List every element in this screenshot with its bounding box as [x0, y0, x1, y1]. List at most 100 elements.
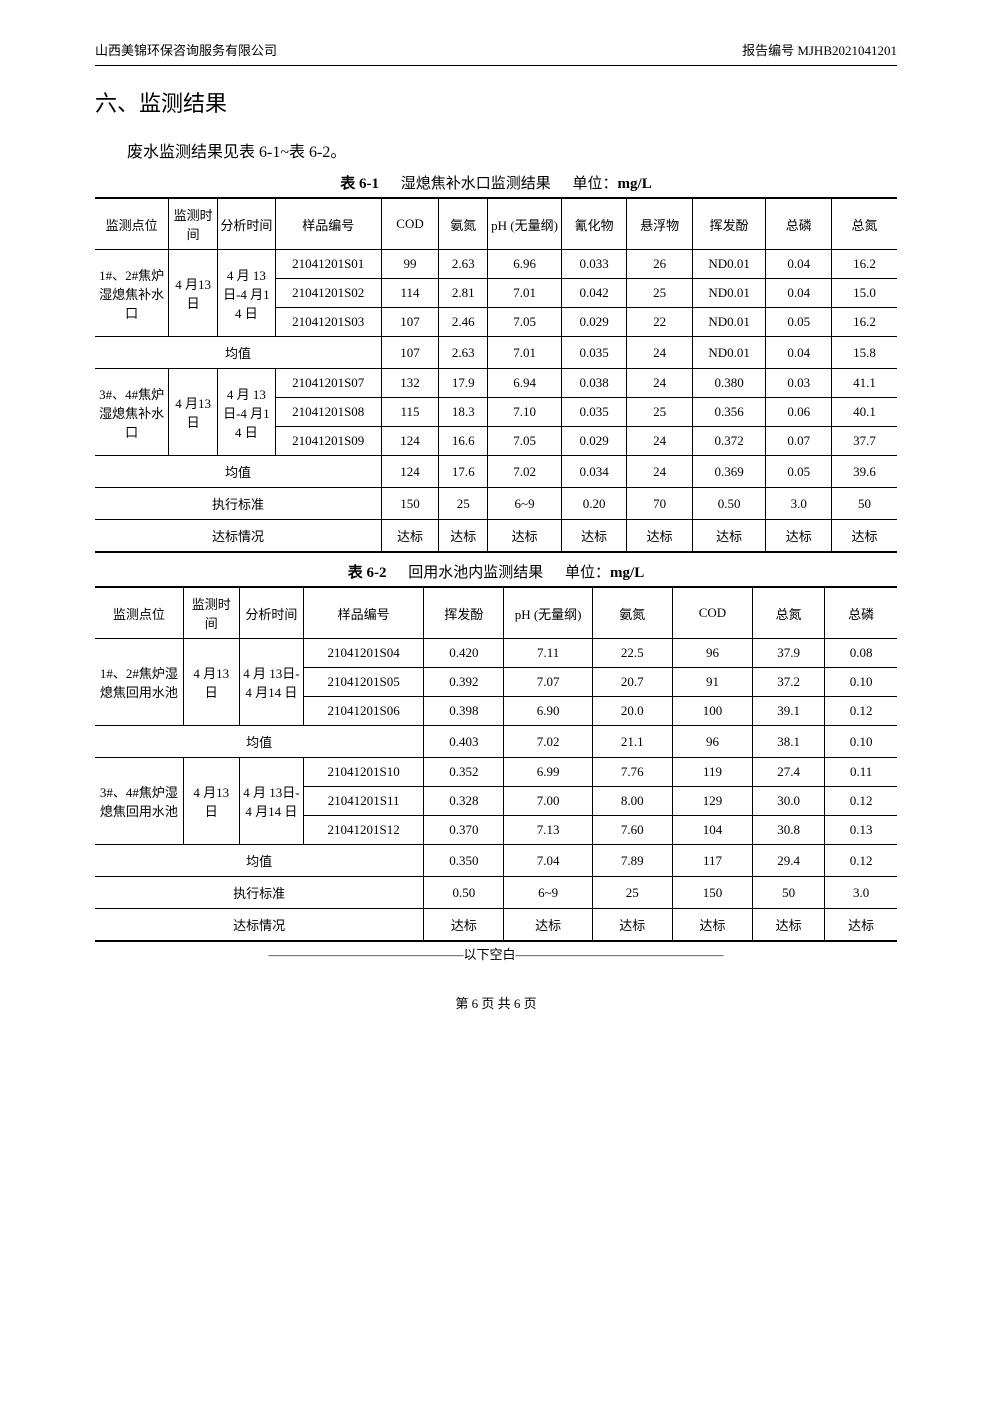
cell-tn: 39.1: [753, 697, 825, 726]
cell-avg-label: 均值: [95, 337, 381, 369]
cell-cn: 0.033: [561, 250, 626, 279]
table2-unit: 单位：mg/L: [565, 565, 644, 581]
cell-phenol: 0.380: [692, 369, 766, 398]
cell-ss: 70: [627, 488, 692, 520]
table2-label: 表 6-2: [348, 565, 387, 581]
cell-tp: 0.04: [766, 337, 831, 369]
cell-tn: 39.6: [831, 456, 897, 488]
cell-ph: 7.11: [504, 639, 592, 668]
th-point: 监测点位: [95, 198, 169, 250]
cell-sample: 21041201S09: [275, 427, 381, 456]
cell-ph: 达标: [504, 909, 592, 942]
cell-tp: 0.03: [766, 369, 831, 398]
cell-tn: 37.9: [753, 639, 825, 668]
report-number: 报告编号 MJHB2021041201: [742, 40, 897, 59]
cell-cod: 124: [381, 456, 438, 488]
th-cod: COD: [672, 587, 752, 639]
cell-phenol: 0.398: [424, 697, 504, 726]
cell-phenol: 0.392: [424, 668, 504, 697]
cell-point: 1#、2#焦炉湿熄焦回用水池: [95, 639, 183, 726]
cell-phenol: 0.50: [692, 488, 766, 520]
cell-phenol: ND0.01: [692, 279, 766, 308]
cell-avg-label: 均值: [95, 726, 424, 758]
cell-tn: 16.2: [831, 308, 897, 337]
th-ana-time: 分析时间: [239, 587, 303, 639]
page-footer: 第 6 页 共 6 页: [95, 993, 897, 1012]
cell-tn: 16.2: [831, 250, 897, 279]
th-tp: 总磷: [825, 587, 897, 639]
cell-tn: 50: [831, 488, 897, 520]
th-tn: 总氮: [753, 587, 825, 639]
th-cod: COD: [381, 198, 438, 250]
cell-compliance-label: 达标情况: [95, 520, 381, 553]
cell-tn: 达标: [753, 909, 825, 942]
cell-cod: 107: [381, 308, 438, 337]
cell-ss: 24: [627, 456, 692, 488]
cell-avg-label: 均值: [95, 845, 424, 877]
cell-ph: 6~9: [504, 877, 592, 909]
cell-nh: 18.3: [439, 398, 488, 427]
cell-phenol: 0.372: [692, 427, 766, 456]
cell-avg-label: 均值: [95, 456, 381, 488]
cell-sample: 21041201S07: [275, 369, 381, 398]
cell-phenol: 0.50: [424, 877, 504, 909]
cell-ph: 6.99: [504, 758, 592, 787]
cell-tp: 3.0: [766, 488, 831, 520]
cell-sample: 21041201S01: [275, 250, 381, 279]
cell-sample: 21041201S12: [304, 816, 424, 845]
th-ph: pH (无量纲): [488, 198, 562, 250]
cell-tn: 15.8: [831, 337, 897, 369]
cell-cod: 107: [381, 337, 438, 369]
th-phenol: 挥发酚: [424, 587, 504, 639]
cell-standard-label: 执行标准: [95, 488, 381, 520]
th-tn: 总氮: [831, 198, 897, 250]
table-row: 1#、2#焦炉湿熄焦回用水池 4 月13 日 4 月 13日-4 月14 日 2…: [95, 639, 897, 668]
cell-cod: 96: [672, 639, 752, 668]
cell-mon-time: 4 月13 日: [183, 758, 239, 845]
cell-cn: 达标: [561, 520, 626, 553]
cell-ana-time: 4 月 13日-4 月14 日: [218, 369, 275, 456]
cell-cn: 0.029: [561, 427, 626, 456]
cell-mon-time: 4 月13 日: [169, 369, 218, 456]
company-name: 山西美锦环保咨询服务有限公司: [95, 40, 277, 59]
page-container: 山西美锦环保咨询服务有限公司 报告编号 MJHB2021041201 六、监测结…: [0, 0, 992, 1042]
cell-tn: 15.0: [831, 279, 897, 308]
cell-nh: 17.6: [439, 456, 488, 488]
table-row: 3#、4#焦炉湿熄焦补水口 4 月13 日 4 月 13日-4 月14 日 21…: [95, 369, 897, 398]
cell-phenol: 0.369: [692, 456, 766, 488]
cell-ph: 6.96: [488, 250, 562, 279]
cell-ss: 24: [627, 427, 692, 456]
cell-tn: 37.7: [831, 427, 897, 456]
cell-phenol: ND0.01: [692, 308, 766, 337]
cell-nh: 2.46: [439, 308, 488, 337]
cell-nh: 达标: [439, 520, 488, 553]
table-row-avg: 均值 0.350 7.04 7.89 117 29.4 0.12: [95, 845, 897, 877]
cell-cod: 119: [672, 758, 752, 787]
cell-ph: 7.01: [488, 337, 562, 369]
cell-ph: 6.94: [488, 369, 562, 398]
th-mon-time: 监测时间: [169, 198, 218, 250]
blank-below-text: ———————————————以下空白————————————————: [95, 944, 897, 963]
cell-cn: 0.038: [561, 369, 626, 398]
cell-ana-time: 4 月 13日-4 月14 日: [239, 758, 303, 845]
cell-phenol: ND0.01: [692, 337, 766, 369]
cell-tp: 0.06: [766, 398, 831, 427]
cell-ph: 7.05: [488, 308, 562, 337]
cell-nh: 25: [592, 877, 672, 909]
cell-ph: 达标: [488, 520, 562, 553]
cell-ana-time: 4 月 13日-4 月14 日: [218, 250, 275, 337]
cell-tp: 0.04: [766, 250, 831, 279]
cell-phenol: 达标: [424, 909, 504, 942]
cell-tn: 40.1: [831, 398, 897, 427]
cell-ss: 25: [627, 279, 692, 308]
th-ph: pH (无量纲): [504, 587, 592, 639]
cell-ana-time: 4 月 13日-4 月14 日: [239, 639, 303, 726]
cell-ph: 7.00: [504, 787, 592, 816]
cell-tn: 41.1: [831, 369, 897, 398]
cell-cn: 0.20: [561, 488, 626, 520]
cell-tp: 0.13: [825, 816, 897, 845]
table-row-avg: 均值 0.403 7.02 21.1 96 38.1 0.10: [95, 726, 897, 758]
cell-ss: 24: [627, 337, 692, 369]
cell-ss: 24: [627, 369, 692, 398]
cell-cn: 0.035: [561, 337, 626, 369]
